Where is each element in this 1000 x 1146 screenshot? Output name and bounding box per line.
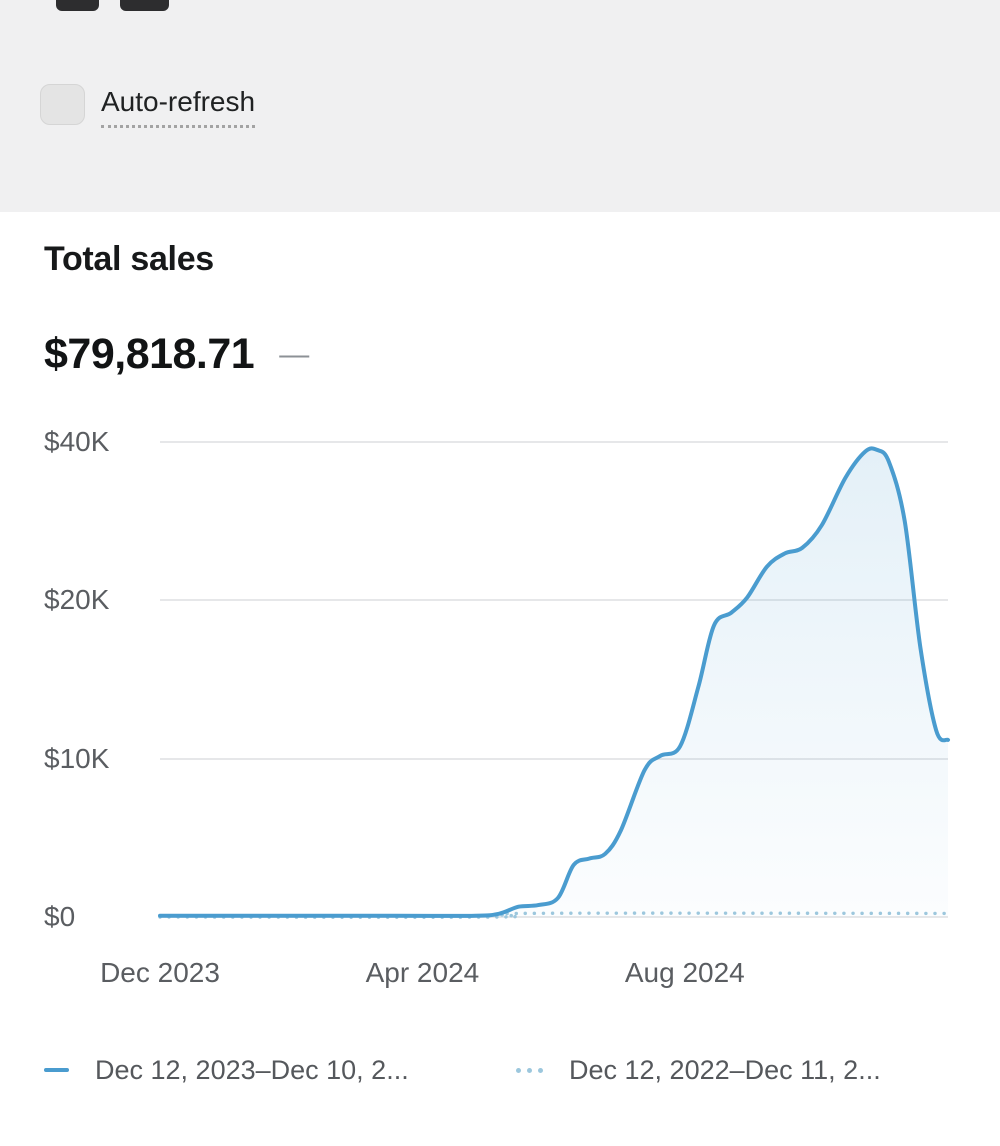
partial-button-2[interactable] [120, 0, 169, 11]
legend-item-current: Dec 12, 2023–Dec 10, 2... [44, 1050, 409, 1090]
y-axis-label: $0 [44, 901, 76, 932]
card-title: Total sales [44, 240, 214, 278]
x-axis-label: Apr 2024 [365, 957, 480, 988]
change-indicator: — [279, 337, 310, 371]
auto-refresh-checkbox[interactable] [40, 84, 85, 125]
chart-legend: Dec 12, 2023–Dec 10, 2... Dec 12, 2022–D… [44, 1050, 956, 1090]
x-axis-label: Dec 2023 [100, 957, 220, 988]
auto-refresh-control[interactable]: Auto-refresh [40, 84, 256, 128]
partial-button-1[interactable] [56, 0, 99, 11]
metric-row: $79,818.71 — [44, 330, 309, 379]
y-axis-label: $40K [44, 426, 110, 457]
auto-refresh-label: Auto-refresh [101, 84, 256, 128]
y-axis-label: $10K [44, 743, 110, 774]
top-toolbar: Auto-refresh [0, 0, 1000, 212]
solid-line-swatch-icon [44, 1068, 69, 1072]
legend-item-previous: Dec 12, 2022–Dec 11, 2... [516, 1050, 881, 1090]
sales-chart[interactable] [0, 428, 1000, 930]
y-axis-label: $20K [44, 584, 110, 615]
dotted-line-swatch-icon [516, 1067, 543, 1073]
legend-label-current: Dec 12, 2023–Dec 10, 2... [95, 1054, 409, 1085]
total-sales-value: $79,818.71 [44, 330, 255, 378]
x-axis-label: Aug 2024 [624, 957, 745, 988]
legend-label-previous: Dec 12, 2022–Dec 11, 2... [569, 1054, 881, 1085]
